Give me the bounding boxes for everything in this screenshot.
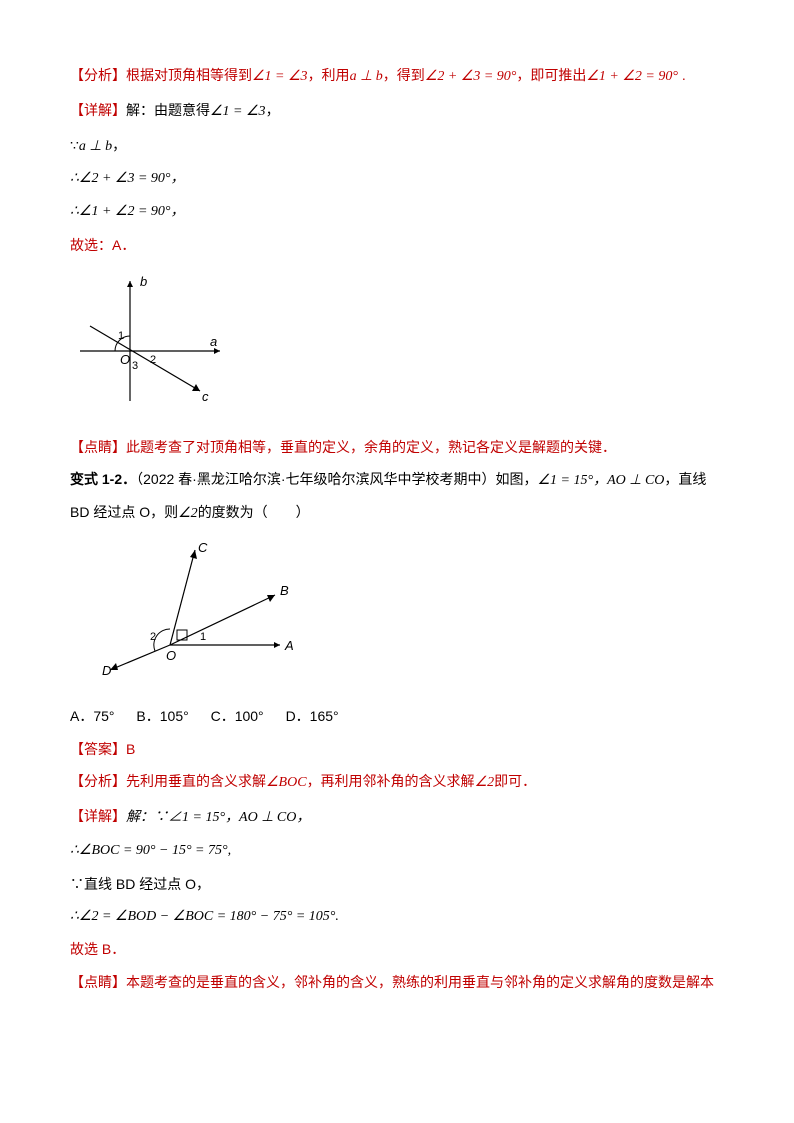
eq: ∠1 = ∠3: [252, 69, 308, 84]
eq: ∠1 + ∠2 = 90°: [586, 69, 678, 84]
svg-text:A: A: [284, 638, 294, 653]
eq: ∠2: [178, 506, 198, 521]
answer-2: 【答案】B: [70, 734, 724, 765]
detail-1-line5: 故选：A．: [70, 230, 724, 261]
text: 解：∵∠1 = 15°，AO ⊥ CO，: [126, 810, 310, 825]
eq: ∠1 = 15°，AO ⊥ CO: [537, 473, 664, 488]
detail-label: 【详解】: [70, 102, 126, 118]
text: 如图，: [495, 471, 537, 487]
detail-1-line4: ∴∠1 + ∠2 = 90°，: [70, 197, 724, 228]
detail-1-line3: ∴∠2 + ∠3 = 90°，: [70, 164, 724, 195]
detail-label: 【详解】: [70, 808, 126, 824]
detail-2-line1: 【详解】解：∵∠1 = 15°，AO ⊥ CO，: [70, 801, 724, 834]
analysis-1: 【分析】根据对顶角相等得到∠1 = ∠3，利用a ⊥ b，得到∠2 + ∠3 =…: [70, 60, 724, 93]
svg-text:1: 1: [200, 631, 206, 643]
option-a: A．75°: [70, 708, 115, 724]
answer-label: 【答案】: [70, 741, 126, 757]
analysis-text-a: 根据对顶角相等得到: [126, 67, 252, 83]
variant-problem: 变式 1-2．（2022 春·黑龙江哈尔滨·七年级哈尔滨风华中学校考期中）如图，…: [70, 464, 724, 530]
svg-text:a: a: [210, 334, 217, 349]
svg-text:3: 3: [132, 360, 138, 372]
analysis-label: 【分析】: [70, 67, 126, 83]
option-d: D．165°: [286, 708, 339, 724]
svg-text:C: C: [198, 540, 208, 555]
analysis-label: 【分析】: [70, 773, 126, 789]
text: 即可．: [494, 773, 536, 789]
eq: a ⊥ b: [350, 69, 383, 84]
text: ，: [112, 137, 126, 153]
svg-text:2: 2: [150, 631, 156, 643]
svg-text:D: D: [102, 663, 111, 678]
svg-text:O: O: [166, 648, 176, 663]
text: ∵: [70, 137, 79, 153]
svg-text:1: 1: [118, 330, 124, 342]
eq: ∠BOC: [266, 775, 307, 790]
detail-1-line2: ∵a ⊥ b，: [70, 130, 724, 163]
eq: ∠2: [475, 775, 495, 790]
option-c: C．100°: [211, 708, 264, 724]
detail-2-line5: 故选 B．: [70, 934, 724, 965]
dianjing-label: 【点睛】: [70, 439, 126, 455]
answer-value: B: [126, 741, 135, 757]
text: ，: [266, 102, 280, 118]
svg-text:b: b: [140, 274, 147, 289]
eq: ∠2 + ∠3 = 90°: [425, 69, 517, 84]
options: A．75° B．105° C．100° D．165°: [70, 701, 724, 732]
detail-2-line2: ∴∠BOC = 90° − 15° = 75°,: [70, 836, 724, 867]
variant-source: （2022 春·黑龙江哈尔滨·七年级哈尔滨风华中学校考期中）: [136, 471, 495, 487]
eq: ∠1 = ∠3: [210, 104, 266, 119]
svg-text:O: O: [120, 352, 130, 367]
dianjing-2: 【点睛】本题考查的是垂直的含义，邻补角的含义，熟练的利用垂直与邻补角的定义求解角…: [70, 967, 724, 998]
text: ，再利用邻补角的含义求解: [307, 773, 475, 789]
dianjing-label: 【点睛】: [70, 974, 126, 990]
analysis-text-c: ，得到: [383, 67, 425, 83]
detail-1-line1: 【详解】解：由题意得∠1 = ∠3，: [70, 95, 724, 128]
text: 解：由题意得: [126, 102, 210, 118]
detail-2-line3: ∵直线 BD 经过点 O，: [70, 869, 724, 900]
diagram-2: A B C D O 1 2: [100, 540, 724, 691]
text: 先利用垂直的含义求解: [126, 773, 266, 789]
dianjing-text: 本题考查的是垂直的含义，邻补角的含义，熟练的利用垂直与邻补角的定义求解角的度数是…: [126, 974, 714, 990]
svg-text:c: c: [202, 389, 209, 404]
dianjing-1: 【点睛】此题考查了对顶角相等，垂直的定义，余角的定义，熟记各定义是解题的关键．: [70, 432, 724, 463]
svg-text:2: 2: [150, 354, 156, 366]
option-b: B．105°: [136, 708, 188, 724]
variant-label: 变式 1-2．: [70, 471, 136, 487]
eq: a ⊥ b: [79, 139, 112, 154]
svg-text:B: B: [280, 583, 289, 598]
detail-2-line4: ∴∠2 = ∠BOD − ∠BOC = 180° − 75° = 105°.: [70, 902, 724, 933]
text: 的度数为（ ）: [198, 504, 310, 520]
analysis-2: 【分析】先利用垂直的含义求解∠BOC，再利用邻补角的含义求解∠2即可．: [70, 766, 724, 799]
diagram-1: b a c O 1 2 3: [70, 271, 724, 422]
analysis-text-b: ，利用: [308, 67, 350, 83]
analysis-text-d: ，即可推出: [516, 67, 586, 83]
dianjing-text: 此题考查了对顶角相等，垂直的定义，余角的定义，熟记各定义是解题的关键．: [126, 439, 616, 455]
